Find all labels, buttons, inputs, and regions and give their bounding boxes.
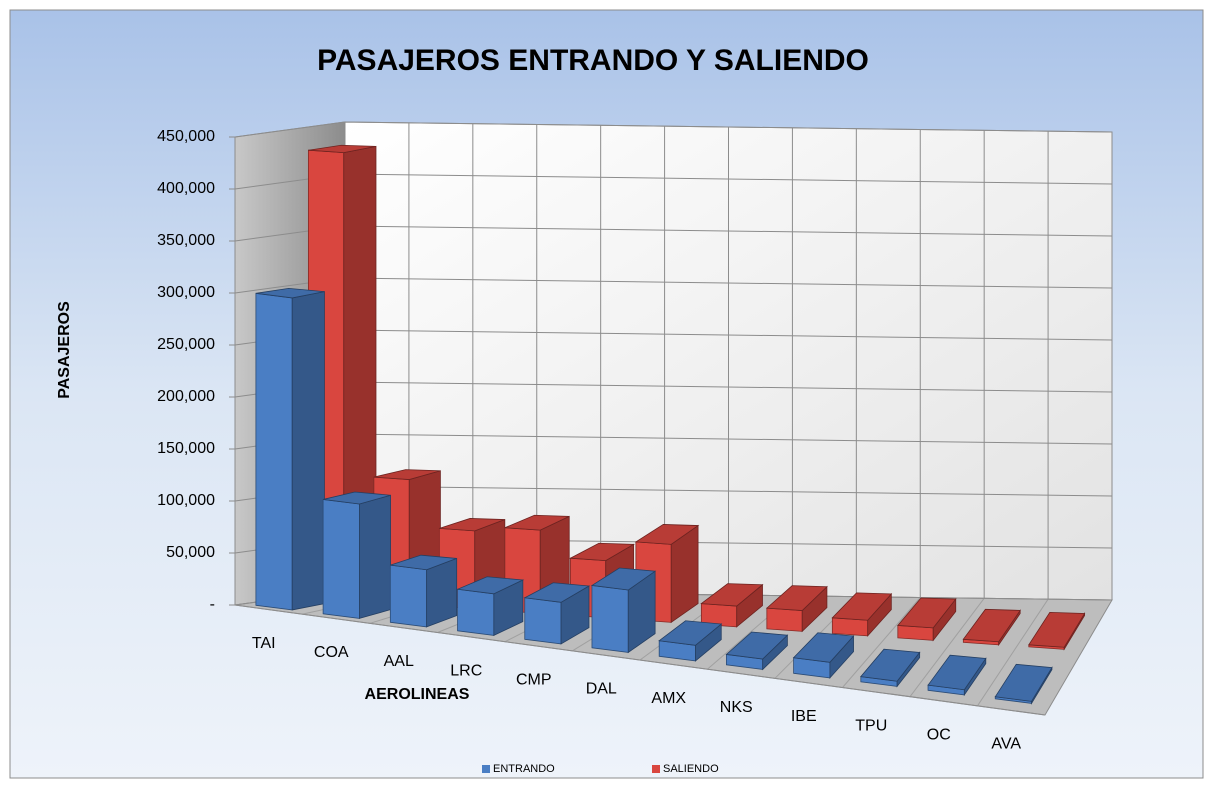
bar-front — [255, 292, 293, 611]
bar-top — [765, 585, 828, 611]
y-tick-label: 400,000 — [157, 180, 215, 197]
legend-swatch — [652, 765, 660, 773]
bar-front — [322, 498, 360, 619]
y-tick-label: 300,000 — [157, 284, 215, 301]
bar — [962, 608, 1021, 647]
bar-top — [439, 518, 505, 532]
bar — [523, 582, 591, 645]
bar-top — [308, 144, 377, 154]
bar — [927, 654, 987, 697]
floor-divider — [909, 598, 985, 697]
bar-top — [634, 524, 700, 545]
bar-top — [927, 654, 987, 691]
bar-front — [766, 607, 803, 632]
x-tick-label: COA — [314, 644, 349, 661]
bar — [456, 576, 525, 637]
y-tick-label: 100,000 — [157, 492, 215, 509]
bar-top — [456, 576, 525, 595]
plot-area: - 50,000 100,000 150,000 200,000 250,000 300,0… — [157, 121, 1113, 753]
bar — [765, 585, 828, 633]
grid-line — [234, 121, 1113, 138]
bar-top — [658, 620, 723, 646]
y-tick-label: 150,000 — [157, 440, 215, 457]
bar-top — [390, 554, 457, 571]
bar-top — [1028, 611, 1086, 648]
y-axis-title: PASAJEROS — [56, 301, 73, 399]
legend-swatch — [482, 765, 490, 773]
bar — [792, 632, 855, 679]
x-tick-label: IBE — [791, 708, 817, 725]
y-tick-label: 350,000 — [157, 232, 215, 249]
bar — [897, 597, 957, 642]
y-tick-label: 250,000 — [157, 336, 215, 353]
x-tick-label: TPU — [855, 717, 887, 734]
bar — [322, 491, 391, 619]
bar — [255, 287, 325, 611]
bar-front — [591, 584, 629, 653]
x-tick-label: DAL — [586, 681, 617, 698]
bar-front — [389, 564, 428, 628]
x-tick-label: OC — [927, 726, 951, 743]
legend-label: ENTRANDO — [493, 763, 555, 775]
floor-divider — [842, 597, 921, 688]
bar — [725, 631, 789, 671]
bar-front — [524, 597, 562, 645]
x-tick-label: AVA — [991, 736, 1021, 753]
bar — [831, 592, 893, 637]
x-tick-label: AMX — [651, 690, 686, 707]
y-tick-label: - — [210, 596, 215, 613]
bar-top — [962, 608, 1021, 643]
bar-side — [359, 494, 391, 619]
bar-front — [831, 617, 869, 637]
bar-top — [725, 631, 789, 660]
bar — [389, 554, 458, 628]
bar — [860, 648, 921, 688]
y-tick-label: 200,000 — [157, 388, 215, 405]
bar — [994, 663, 1053, 705]
bar-top — [897, 597, 957, 629]
bar-top — [860, 648, 921, 682]
x-tick-label: TAI — [252, 635, 276, 652]
y-tick-label: 450,000 — [157, 128, 215, 145]
bar-top — [700, 583, 764, 607]
bar — [1028, 611, 1086, 651]
bar-front — [457, 588, 495, 636]
x-axis-line — [234, 604, 1046, 716]
x-tick-label: AAL — [384, 653, 414, 670]
x-tick-label: LRC — [450, 662, 482, 679]
x-tick-label: NKS — [720, 699, 753, 716]
bar-top — [504, 514, 570, 531]
x-tick-label: CMP — [516, 671, 552, 688]
bar-top — [792, 632, 855, 663]
bar-top — [831, 592, 893, 621]
bar-top — [323, 491, 391, 505]
chart-title: PASAJEROS ENTRANDO Y SALIENDO — [317, 44, 869, 77]
bar-top — [523, 582, 591, 603]
bar-side — [291, 291, 325, 611]
bar — [590, 567, 657, 654]
bar-top — [568, 542, 636, 562]
legend-label: SALIENDO — [663, 763, 719, 775]
bar-top — [994, 663, 1053, 702]
bar-top — [255, 287, 325, 299]
bar-top — [590, 567, 657, 591]
x-axis-title: AEROLINEAS — [365, 686, 470, 703]
bar-top — [373, 469, 441, 480]
bar — [658, 620, 723, 662]
bar-side — [426, 557, 458, 628]
bar — [700, 583, 764, 628]
floor-divider — [977, 598, 1049, 707]
y-tick-label: 50,000 — [166, 544, 215, 561]
